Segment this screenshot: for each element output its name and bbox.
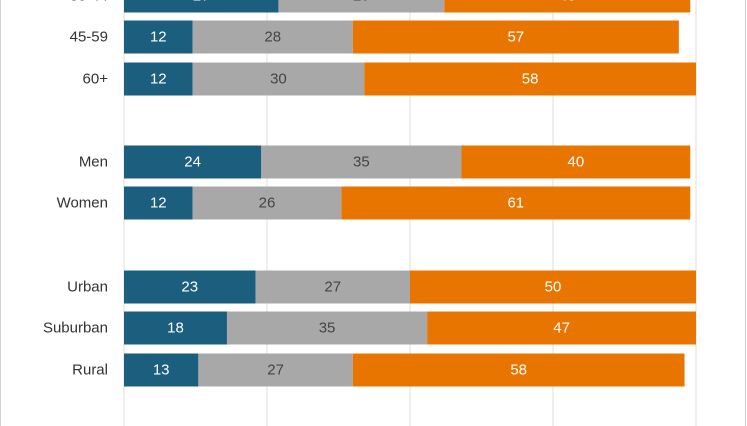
data-label: 30 [270, 71, 287, 88]
category-label: Men [79, 154, 108, 171]
bar-segment-series-1 [124, 311, 227, 345]
bar-segment-series-3 [427, 311, 696, 345]
bar-segment-series-1 [124, 186, 193, 220]
data-label: 12 [150, 29, 167, 46]
data-label: 28 [264, 29, 281, 46]
bar-segment-series-3 [461, 145, 691, 179]
bar-segment-series-3 [352, 353, 685, 387]
data-label: 12 [150, 71, 167, 88]
bar-segment-series-2 [192, 62, 365, 96]
data-label: 27 [324, 279, 341, 296]
data-label: 50 [545, 279, 562, 296]
data-label: 43 [559, 0, 576, 5]
data-label: 26 [259, 195, 276, 212]
data-label: 24 [184, 154, 201, 171]
bar-segment-series-2 [198, 353, 353, 387]
bar-segment-series-2 [255, 270, 410, 304]
bar-segment-series-1 [124, 20, 193, 54]
bars [124, 0, 696, 387]
bar-segment-series-3 [410, 270, 696, 304]
bar-segment-series-2 [226, 311, 428, 345]
bar-segment-series-2 [192, 186, 342, 220]
bar-segment-series-3 [444, 0, 691, 13]
labels: 30-44 27 29 43 45-59 12 28 57 60+ 12 30 58 Men 24 35 40… [43, 0, 584, 379]
data-label: 40 [568, 154, 585, 171]
category-label: 60+ [83, 71, 109, 88]
data-label: 58 [510, 362, 527, 379]
bar-segment-series-1 [124, 270, 256, 304]
data-label: 18 [167, 320, 184, 337]
bar-segment-series-1 [124, 0, 279, 13]
data-label: 61 [507, 195, 524, 212]
data-label: 13 [153, 362, 170, 379]
category-label: 30-44 [70, 0, 108, 5]
data-label: 47 [553, 320, 570, 337]
data-label: 35 [319, 320, 336, 337]
bar-segment-series-1 [124, 353, 199, 387]
category-label: 45-59 [70, 29, 108, 46]
bar-segment-series-2 [261, 145, 462, 179]
data-label: 57 [507, 29, 524, 46]
category-label: Women [57, 195, 108, 212]
category-label: Urban [67, 279, 108, 296]
bar-segment-series-1 [124, 62, 193, 96]
data-label: 29 [353, 0, 370, 5]
bar-segment-series-1 [124, 145, 262, 179]
data-label: 58 [522, 71, 539, 88]
category-label: Suburban [43, 320, 108, 337]
bar-segment-series-2 [192, 20, 353, 54]
data-label: 27 [267, 362, 284, 379]
bar-segment-series-3 [341, 186, 691, 220]
data-label: 23 [181, 279, 198, 296]
data-label: 12 [150, 195, 167, 212]
bar-segment-series-2 [278, 0, 445, 13]
bar-segment-series-3 [364, 62, 696, 96]
data-label: 35 [353, 154, 370, 171]
category-label: Rural [72, 362, 108, 379]
data-label: 27 [193, 0, 210, 5]
bar-segment-series-3 [352, 20, 679, 54]
